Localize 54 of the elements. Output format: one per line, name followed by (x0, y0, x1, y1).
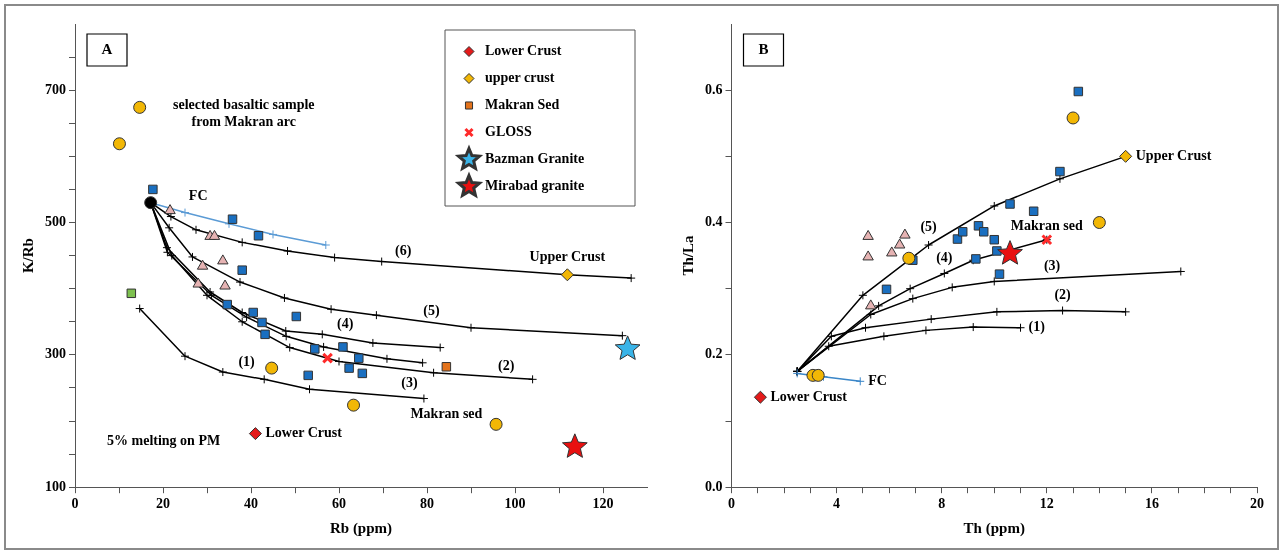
annotation: Upper Crust (1135, 147, 1212, 163)
annotation: (6) (395, 243, 412, 260)
annotation: (4) (337, 316, 354, 333)
x-tick-label: 120 (592, 496, 614, 512)
x-tick-label: 40 (244, 496, 258, 512)
x-tick-label: 20 (1250, 496, 1264, 512)
x-tick-label: 8 (938, 496, 946, 512)
x-tick-label: 0 (71, 496, 79, 512)
annotation: selected basaltic sample from Makran arc (173, 97, 315, 130)
annotation: 5% melting on PM (107, 433, 221, 449)
annotation: Upper Crust (529, 248, 606, 264)
annotation: Lower Crust (770, 388, 848, 404)
y-axis-title: K/Rb (19, 238, 36, 274)
annotation: FC (868, 372, 887, 388)
x-tick-label: 16 (1144, 496, 1159, 512)
y-tick-label: 300 (45, 346, 66, 362)
annotation: (5) (920, 219, 938, 236)
y-axis-title: Th/La (679, 235, 696, 276)
y-tick-label: 0.4 (705, 214, 723, 230)
x-axis-title: Rb (ppm) (329, 519, 393, 537)
annotation: (5) (423, 302, 440, 319)
annotation: (1) (1028, 319, 1046, 336)
legend-label: GLOSS (485, 124, 532, 140)
annotation: Makran sed (1010, 217, 1083, 233)
x-tick-label: 20 (156, 496, 170, 512)
x-tick-label: 100 (504, 496, 526, 512)
x-tick-label: 12 (1039, 496, 1054, 512)
legend-label: Lower Crust (485, 43, 562, 59)
legend-label: Mirabad granite (485, 178, 585, 194)
annotation: (2) (498, 357, 515, 374)
annotation: B (758, 40, 769, 57)
annotation: (3) (401, 374, 418, 391)
x-axis-title: Th (ppm) (963, 519, 1025, 537)
legend-label: Bazman Granite (485, 151, 585, 167)
y-tick-label: 500 (45, 214, 66, 230)
annotation: FC (188, 188, 208, 204)
x-tick-label: 60 (332, 496, 346, 512)
x-tick-label: 80 (420, 496, 434, 512)
y-tick-label: 100 (45, 478, 66, 494)
x-tick-label: 4 (833, 496, 841, 512)
annotation: (3) (1043, 258, 1061, 275)
legend-label: Makran Sed (485, 97, 560, 113)
y-tick-label: 700 (45, 81, 66, 97)
legend-label: upper crust (485, 70, 555, 86)
annotation: Lower Crust (265, 425, 343, 441)
y-tick-label: 0.6 (705, 81, 723, 97)
y-tick-label: 0.2 (705, 346, 723, 362)
annotation: (4) (936, 249, 953, 266)
annotation: (1) (238, 354, 256, 371)
x-tick-label: 0 (728, 496, 735, 512)
y-tick-label: 0.0 (705, 478, 723, 494)
annotation: A (101, 40, 113, 57)
annotation: (2) (1054, 286, 1072, 303)
annotation: Makran sed (410, 405, 483, 421)
